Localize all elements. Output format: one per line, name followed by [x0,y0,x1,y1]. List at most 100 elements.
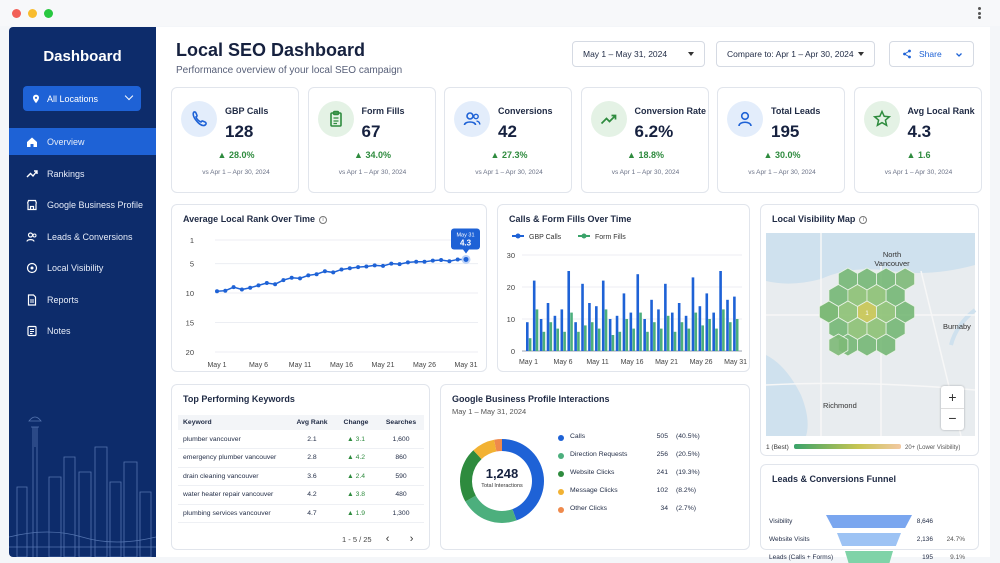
sidebar-item-notes[interactable]: Notes [9,317,156,344]
compare-range-select[interactable]: Compare to: Apr 1 – Apr 30, 2024 [716,41,875,67]
calls-bar[interactable] [560,309,564,351]
info-icon[interactable]: i [319,216,328,224]
calls-bar[interactable] [684,315,688,351]
forms-bar[interactable] [535,309,539,351]
rank-point[interactable] [364,264,369,269]
forms-bar[interactable] [563,331,566,351]
calls-bar[interactable] [712,312,715,351]
sidebar-item-local-visibility[interactable]: Local Visibility [9,254,156,281]
visibility-hex[interactable] [895,267,916,291]
rank-point[interactable] [298,276,302,281]
table-row[interactable]: drain cleaning vancouver 3.6 ▲ 2.4 590 [178,467,424,486]
calls-bar[interactable] [650,299,653,351]
donut-slice[interactable] [502,439,544,521]
forms-bar[interactable] [687,328,691,351]
forms-bar[interactable] [659,328,663,351]
rank-point[interactable] [215,289,219,294]
rank-point[interactable] [389,261,394,266]
rank-point[interactable] [322,269,327,274]
visibility-hex[interactable] [828,333,849,357]
column-header[interactable]: Searches [378,415,424,430]
rank-point[interactable] [455,257,460,262]
calls-bar[interactable] [588,303,591,351]
rank-point[interactable] [339,267,344,272]
donut-slice[interactable] [494,439,502,452]
calls-bar[interactable] [636,274,640,351]
rank-point[interactable] [422,259,427,264]
forms-bar[interactable] [528,338,532,351]
calls-bar[interactable] [677,303,681,351]
table-row[interactable]: water heater repair vancouver 4.2 ▲ 3.8 480 [178,485,424,505]
calls-bar[interactable] [601,280,605,351]
calls-bar[interactable] [643,319,646,351]
forms-bar[interactable] [625,319,629,351]
more-menu-icon[interactable] [978,7,982,19]
forms-bar[interactable] [715,328,718,351]
calls-bar[interactable] [657,309,660,351]
sidebar-item-reports[interactable]: Reports [9,286,156,313]
calls-bar[interactable] [726,299,729,351]
forms-bar[interactable] [708,319,711,351]
forms-bar[interactable] [646,331,649,351]
donut-slice[interactable] [465,495,517,523]
forms-bar[interactable] [604,309,608,351]
calls-bar[interactable] [705,293,709,351]
forms-bar[interactable] [701,325,704,351]
forms-bar[interactable] [570,312,573,351]
calls-bar[interactable] [664,283,667,351]
column-header[interactable]: Change [334,415,378,430]
forms-bar[interactable] [673,331,677,351]
rank-point[interactable] [248,285,253,290]
column-header[interactable]: Avg Rank [290,415,334,430]
date-range-select[interactable]: May 1 – May 31, 2024 [572,41,705,67]
calls-bar[interactable] [581,283,584,351]
calls-bar[interactable] [670,312,674,351]
donut-slice[interactable] [473,439,497,460]
forms-bar[interactable] [542,331,546,351]
share-button[interactable]: Share [889,41,974,67]
calls-bar[interactable] [629,312,633,351]
forms-bar[interactable] [735,319,739,351]
calls-bar[interactable] [539,319,543,351]
calls-bar[interactable] [595,306,598,351]
kpi-card-form-fills[interactable]: Form Fills 67 ▲ 34.0% vs Apr 1 – Apr 30, 20… [307,87,436,193]
calls-bar[interactable] [567,271,571,351]
visibility-hex[interactable] [819,300,839,324]
sidebar-item-overview[interactable]: Overview [9,128,156,155]
calls-bar[interactable] [719,271,722,351]
rank-point[interactable] [239,287,244,292]
calls-bar[interactable] [698,306,702,351]
rank-point[interactable] [231,285,236,290]
kpi-card-conversion-rate[interactable]: Conversion Rate 6.2% ▲ 18.8% vs Apr 1 – Apr… [580,87,709,193]
forms-bar[interactable] [632,328,635,351]
forms-bar[interactable] [590,322,594,351]
next-page-button[interactable]: › [409,533,414,545]
rank-point[interactable] [356,265,361,270]
maximize-window-button[interactable] [44,9,53,18]
rank-point[interactable] [381,263,385,268]
forms-bar[interactable] [639,312,642,351]
forms-bar[interactable] [653,322,656,351]
calls-bar[interactable] [691,277,695,351]
donut-slice[interactable] [460,450,482,502]
forms-bar[interactable] [728,322,732,351]
table-row[interactable]: emergency plumber vancouver 2.8 ▲ 4.2 860 [178,448,424,468]
forms-bar[interactable] [549,322,553,351]
rank-point[interactable] [264,281,269,286]
forms-bar[interactable] [666,315,670,351]
calls-bar[interactable] [615,315,619,351]
forms-bar[interactable] [597,328,601,351]
forms-bar[interactable] [584,325,587,351]
rank-point[interactable] [447,259,452,264]
sidebar-item-google-business-profile[interactable]: Google Business Profile [9,191,156,218]
calls-bar[interactable] [574,322,577,351]
rank-point[interactable] [461,254,471,264]
info-icon[interactable]: i [859,216,868,224]
column-header[interactable]: Keyword [178,415,290,430]
calls-bar[interactable] [622,293,626,351]
forms-bar[interactable] [577,331,580,351]
calls-bar[interactable] [733,296,736,351]
calls-bar[interactable] [532,280,536,351]
visibility-map[interactable]: 1 North Vancouver Burnaby Richmond 1 (Best) 20… [761,205,980,457]
zoom-in-button[interactable]: + [948,389,957,405]
